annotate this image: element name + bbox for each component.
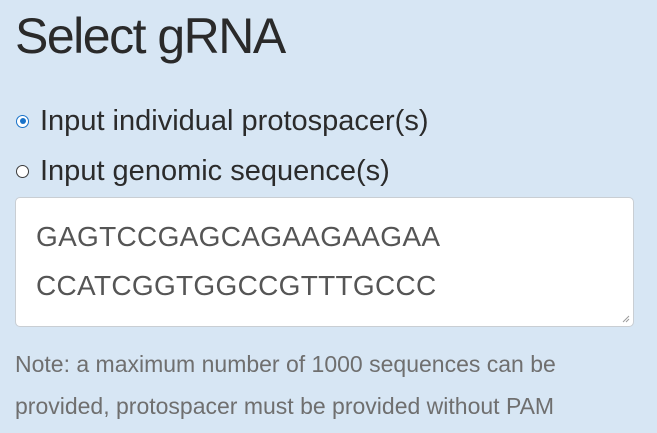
sequence-textarea[interactable]: GAGTCCGAGCAGAAGAAGAA CCATCGGTGGCCGTTTGCC… xyxy=(15,197,634,327)
sequence-line: GAGTCCGAGCAGAAGAAGAA xyxy=(36,221,441,252)
help-note: Note: a maximum number of 1000 sequences… xyxy=(15,351,556,419)
radio-label-individual-protospacer: Input individual protospacer(s) xyxy=(40,105,429,137)
radio-button-individual-protospacer[interactable] xyxy=(16,114,29,128)
resize-grip-icon[interactable] xyxy=(622,315,630,323)
section-title: Select gRNA xyxy=(15,8,286,64)
sequence-line: CCATCGGTGGCCGTTTGCCC xyxy=(36,270,437,301)
radio-label-genomic-sequence: Input genomic sequence(s) xyxy=(40,155,390,187)
radio-option-genomic-sequence[interactable]: Input genomic sequence(s) xyxy=(16,152,390,190)
radio-option-individual-protospacer[interactable]: Input individual protospacer(s) xyxy=(16,102,428,140)
radio-button-genomic-sequence[interactable] xyxy=(16,164,29,178)
